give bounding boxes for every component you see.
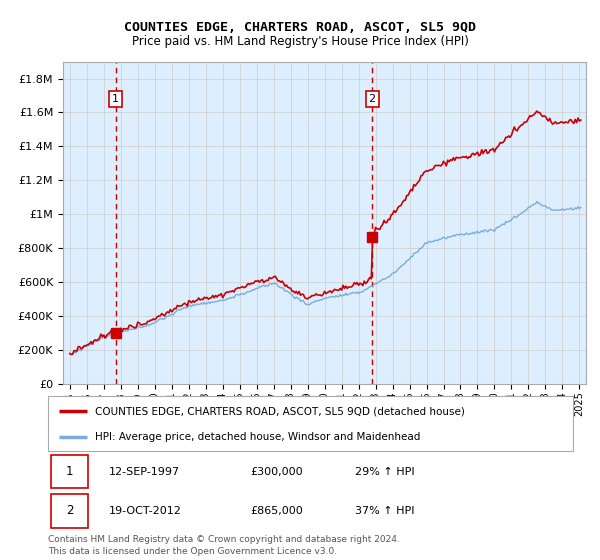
Text: 19-OCT-2012: 19-OCT-2012 [109, 506, 181, 516]
FancyBboxPatch shape [48, 396, 573, 451]
Text: Price paid vs. HM Land Registry's House Price Index (HPI): Price paid vs. HM Land Registry's House … [131, 35, 469, 48]
Text: 1: 1 [66, 465, 73, 478]
Text: Contains HM Land Registry data © Crown copyright and database right 2024.
This d: Contains HM Land Registry data © Crown c… [48, 535, 400, 556]
Bar [116, 62, 372, 384]
Text: 2: 2 [368, 94, 376, 104]
Text: 2: 2 [66, 504, 73, 517]
Text: £300,000: £300,000 [250, 466, 303, 477]
Text: 1: 1 [112, 94, 119, 104]
Text: HPI: Average price, detached house, Windsor and Maidenhead: HPI: Average price, detached house, Wind… [95, 432, 421, 442]
Text: COUNTIES EDGE, CHARTERS ROAD, ASCOT, SL5 9QD: COUNTIES EDGE, CHARTERS ROAD, ASCOT, SL5… [124, 21, 476, 34]
FancyBboxPatch shape [50, 494, 88, 528]
Text: 29% ↑ HPI: 29% ↑ HPI [355, 466, 415, 477]
Text: 12-SEP-1997: 12-SEP-1997 [109, 466, 179, 477]
Text: £865,000: £865,000 [250, 506, 303, 516]
Text: 37% ↑ HPI: 37% ↑ HPI [355, 506, 415, 516]
FancyBboxPatch shape [50, 455, 88, 488]
Text: COUNTIES EDGE, CHARTERS ROAD, ASCOT, SL5 9QD (detached house): COUNTIES EDGE, CHARTERS ROAD, ASCOT, SL5… [95, 407, 465, 416]
